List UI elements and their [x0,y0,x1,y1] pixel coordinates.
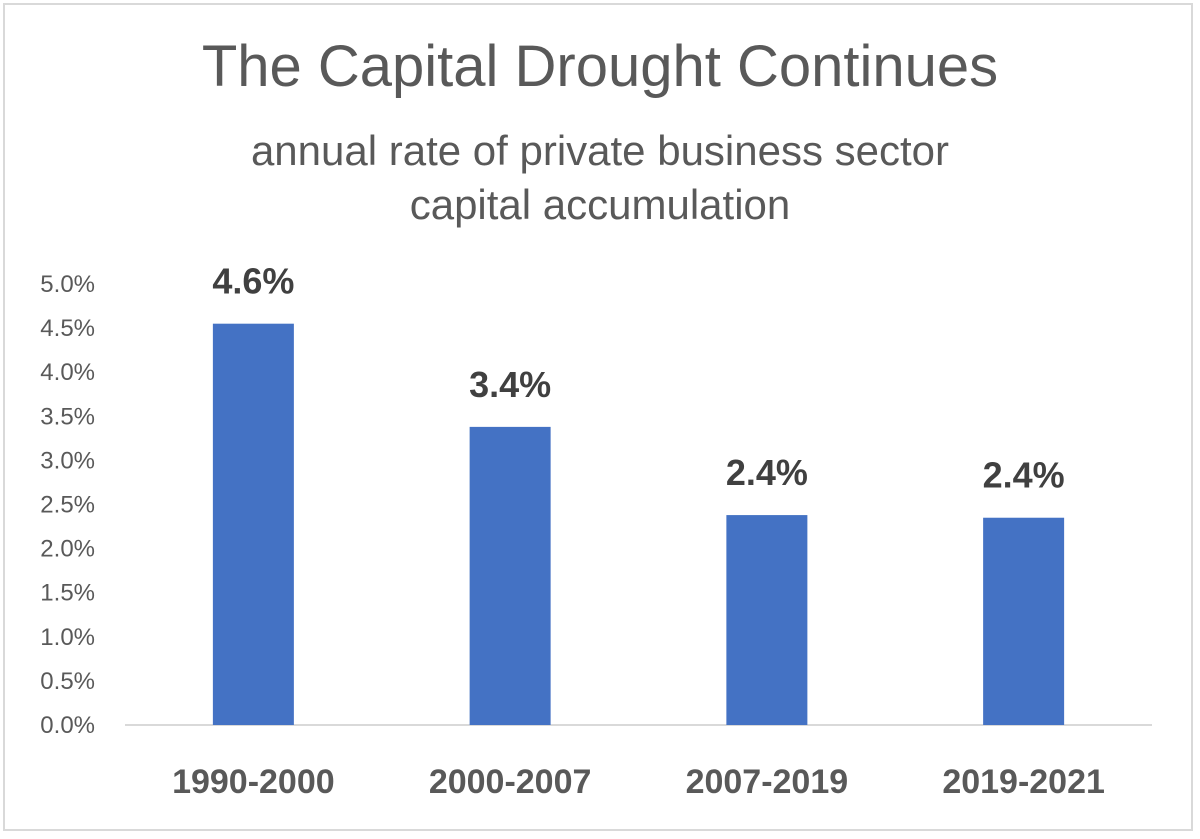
y-tick-label: 2.5% [40,492,95,519]
y-tick-label: 1.5% [40,580,95,607]
data-label: 2.4% [983,455,1065,496]
bar [726,515,808,725]
y-tick-label: 5.0% [40,271,95,298]
x-tick-label: 2019-2021 [942,763,1105,801]
data-label: 3.4% [469,364,551,405]
y-tick-label: 0.0% [40,712,95,739]
y-tick-label: 4.5% [40,315,95,342]
chart-title: The Capital Drought Continues [201,34,999,99]
x-tick-label: 2007-2019 [686,763,849,801]
x-tick-label: 1990-2000 [172,763,335,801]
data-label: 2.4% [726,452,808,493]
y-tick-label: 1.0% [40,624,95,651]
y-tick-label: 4.0% [40,359,95,386]
chart-subtitle-line-2: capital accumulation [409,180,791,228]
bar [469,426,551,725]
y-tick-label: 3.0% [40,447,95,474]
chart-subtitle: annual rate of private business sector c… [0,124,1200,232]
bar [983,517,1065,725]
y-tick-label: 0.5% [40,668,95,695]
x-tick-label: 2000-2007 [429,763,592,801]
chart-subtitle-line-1: annual rate of private business sector [250,127,950,174]
y-tick-label: 2.0% [40,536,95,563]
data-label: 4.6% [212,261,294,302]
y-tick-label: 3.5% [40,403,95,430]
bar [212,323,294,725]
